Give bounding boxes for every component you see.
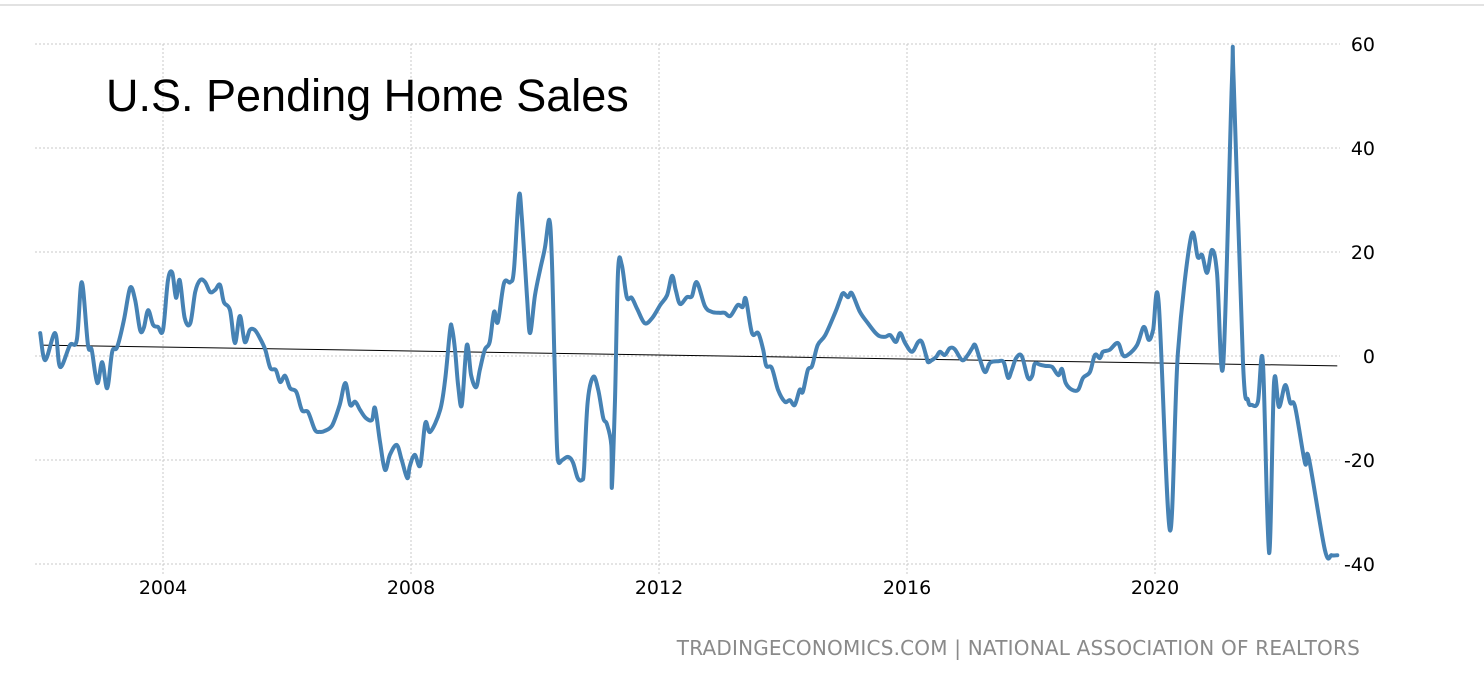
y-tick-label: 40	[1351, 138, 1375, 160]
x-tick-label: 2016	[883, 577, 931, 599]
x-tick-label: 2004	[139, 577, 187, 599]
x-tick-label: 2012	[635, 577, 683, 599]
y-axis: 60 40 20 0 -20 -40	[1344, 34, 1375, 576]
x-tick-label: 2008	[387, 577, 435, 599]
y-tick-label: 0	[1363, 346, 1375, 368]
grid	[35, 43, 1340, 574]
x-tick-label: 2020	[1131, 577, 1179, 599]
y-tick-label: -20	[1344, 450, 1375, 472]
trend-line	[40, 344, 1338, 367]
top-border	[0, 4, 1484, 6]
series-line	[38, 44, 1340, 561]
y-tick-label: 60	[1351, 34, 1375, 56]
y-tick-label: 20	[1351, 242, 1375, 264]
y-tick-label: -40	[1344, 554, 1375, 576]
x-axis: 2004 2008 2012 2016 2020	[139, 577, 1179, 599]
source-credit: TRADINGECONOMICS.COM | NATIONAL ASSOCIAT…	[676, 636, 1360, 660]
chart-title: U.S. Pending Home Sales	[106, 70, 629, 121]
